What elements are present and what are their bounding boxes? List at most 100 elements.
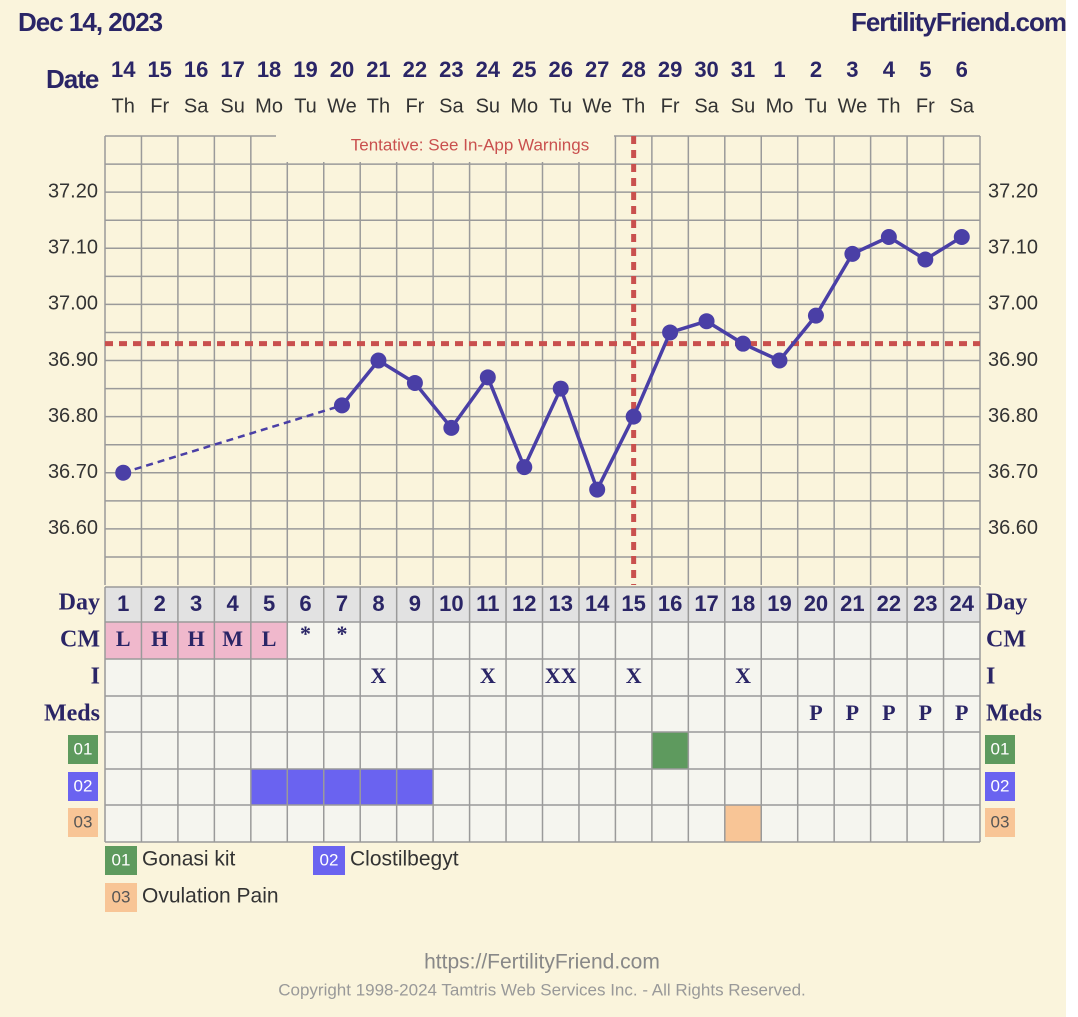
annotation: Tentative: See In-App Warnings	[351, 135, 589, 154]
day-number: 15	[621, 591, 645, 616]
cm-value: H	[188, 626, 205, 651]
custom-cell	[323, 769, 361, 805]
custom-label-left-box	[68, 808, 98, 837]
custom-cell	[396, 769, 434, 805]
weekday-label: Fr	[661, 95, 680, 117]
y2-tick-label: 36.60	[988, 517, 1038, 539]
custom-label-right-box	[985, 772, 1015, 801]
date-label: 5	[919, 57, 931, 82]
weekday-label: Tu	[294, 95, 317, 117]
legend-name: Clostilbegyt	[350, 848, 459, 871]
intercourse-mark: XX	[545, 663, 577, 688]
date-label: 2	[810, 57, 822, 82]
med-mark: P	[846, 700, 859, 725]
custom-label-right-box	[985, 808, 1015, 837]
date-label: 23	[439, 57, 463, 82]
y-tick-label: 37.20	[48, 180, 98, 202]
custom-label-right-box	[985, 735, 1015, 764]
day-number: 3	[190, 591, 202, 616]
med-mark: P	[955, 700, 968, 725]
temperature-point	[115, 464, 132, 481]
date-label: 25	[512, 57, 536, 82]
row-label: CM	[986, 627, 1026, 653]
weekday-label: Sa	[439, 95, 464, 117]
date-label: 30	[694, 57, 718, 82]
date-label: 16	[184, 57, 208, 82]
date-label: 27	[585, 57, 609, 82]
weekday-label: Th	[112, 95, 135, 117]
legend-id: 03	[112, 887, 131, 906]
custom-cell	[360, 769, 397, 805]
temperature-point	[880, 229, 897, 246]
row-label: Meds	[44, 701, 100, 727]
y-tick-label: 37.00	[48, 293, 98, 315]
y-tick-label: 36.90	[48, 349, 98, 371]
copyright: Copyright 1998-2024 Tamtris Web Services…	[278, 980, 806, 999]
y2-tick-label: 36.80	[988, 405, 1038, 427]
legend-box	[313, 846, 345, 875]
y-tick-label: 36.60	[48, 517, 98, 539]
cm-value: *	[300, 621, 311, 646]
day-number: 16	[658, 591, 682, 616]
day-number: 5	[263, 591, 275, 616]
date-label: 1	[773, 57, 785, 82]
day-number: 23	[913, 591, 937, 616]
legend-name: Ovulation Pain	[142, 885, 279, 908]
day-number: 14	[585, 591, 610, 616]
date-label: 19	[293, 57, 317, 82]
custom-cell	[651, 732, 689, 769]
day-number: 4	[226, 591, 239, 616]
row-label: Day	[59, 590, 100, 616]
med-mark: P	[809, 700, 822, 725]
temperature-point	[844, 245, 861, 262]
y-tick-label: 36.70	[48, 461, 98, 483]
day-number: 19	[767, 591, 791, 616]
temperature-point	[333, 397, 350, 414]
custom-label-left: 02	[74, 776, 93, 795]
temperature-point	[516, 459, 533, 476]
weekday-label: Su	[476, 95, 500, 117]
custom-label-left: 03	[74, 812, 93, 831]
date-label: 4	[883, 57, 896, 82]
custom-label-left-box	[68, 735, 98, 764]
y2-tick-label: 37.10	[988, 237, 1038, 259]
temperature-point	[735, 335, 752, 352]
cm-value: *	[336, 621, 347, 646]
legend-id: 01	[112, 850, 131, 869]
intercourse-mark: X	[480, 663, 496, 688]
temperature-point	[698, 313, 715, 330]
custom-label-right: 02	[991, 776, 1010, 795]
gap-bridge	[122, 404, 343, 474]
date-label: 17	[220, 57, 244, 82]
cm-value: M	[222, 626, 243, 651]
weekday-label: We	[838, 95, 868, 117]
day-number: 2	[154, 591, 166, 616]
date-label: 28	[621, 57, 645, 82]
temperature-point	[406, 374, 423, 391]
legend-box	[105, 846, 137, 875]
footer-url: https://FertilityFriend.com	[424, 951, 660, 974]
custom-cell	[250, 769, 288, 805]
day-number: 9	[409, 591, 421, 616]
date-label: 3	[846, 57, 858, 82]
day-number: 20	[804, 591, 828, 616]
day-number: 11	[476, 591, 499, 616]
temperature-point	[953, 229, 970, 246]
temperature-point	[589, 481, 606, 498]
date-label: 22	[403, 57, 427, 82]
y2-tick-label: 37.20	[988, 180, 1038, 202]
day-number: 24	[950, 591, 975, 616]
custom-label-left: 01	[74, 739, 93, 758]
custom-cell	[724, 805, 762, 842]
weekday-label: Sa	[184, 95, 209, 117]
day-number: 17	[694, 591, 718, 616]
annotation-box	[276, 129, 614, 162]
custom-cell	[287, 769, 324, 805]
day-number: 8	[372, 591, 384, 616]
custom-label-left-box	[68, 772, 98, 801]
date-label: 15	[147, 57, 171, 82]
custom-label-right: 03	[991, 812, 1010, 831]
weekday-label: We	[327, 95, 357, 117]
weekday-label: We	[582, 95, 612, 117]
y2-tick-label: 36.70	[988, 461, 1038, 483]
